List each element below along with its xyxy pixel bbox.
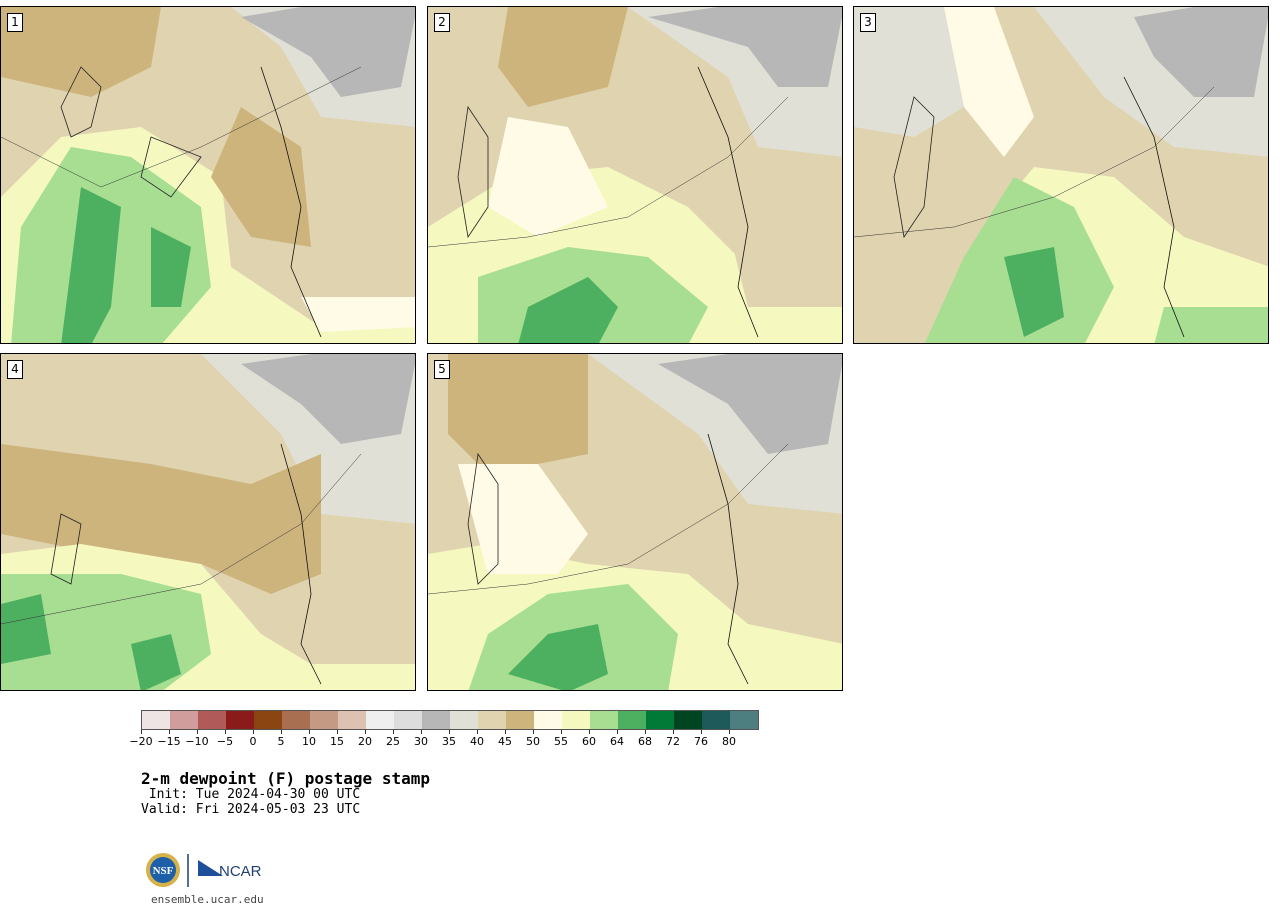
colorbar-tick: [253, 730, 254, 734]
dewpoint-colorbar: [141, 710, 759, 730]
colorbar-tick-label: 64: [610, 735, 624, 748]
colorbar-tick: [197, 730, 198, 734]
map-panel-4: 4: [0, 353, 416, 691]
colorbar-tick-label: 76: [694, 735, 708, 748]
dewpoint-map-4: [1, 354, 415, 690]
colorbar-tick-label: 35: [442, 735, 456, 748]
colorbar-swatch: [170, 711, 198, 729]
colorbar-tick: [729, 730, 730, 734]
colorbar-swatch: [478, 711, 506, 729]
colorbar-swatch: [730, 711, 758, 729]
colorbar-tick-label: 80: [722, 735, 736, 748]
ncar-logo-text: NCAR: [219, 863, 262, 880]
map-panel-5: 5: [427, 353, 843, 691]
panel-number: 1: [7, 13, 23, 32]
dewpoint-map-2: [428, 7, 842, 343]
colorbar-tick: [533, 730, 534, 734]
colorbar-swatch: [142, 711, 170, 729]
panel-number: 2: [434, 13, 450, 32]
dewpoint-map-3: [854, 7, 1268, 343]
colorbar-tick: [169, 730, 170, 734]
colorbar-tick: [393, 730, 394, 734]
plot-title: 2-m dewpoint (F) postage stamp: [141, 769, 430, 788]
colorbar-tick-label: −10: [185, 735, 209, 748]
colorbar-tick: [477, 730, 478, 734]
colorbar-tick: [449, 730, 450, 734]
colorbar-tick-label: 25: [386, 735, 400, 748]
colorbar-swatch: [674, 711, 702, 729]
colorbar-swatch: [310, 711, 338, 729]
colorbar-tick-label: −5: [216, 735, 234, 748]
colorbar-tick: [421, 730, 422, 734]
colorbar-swatch: [618, 711, 646, 729]
panel-number: 3: [860, 13, 876, 32]
colorbar-tick: [337, 730, 338, 734]
colorbar-swatch: [702, 711, 730, 729]
colorbar-labels: −20 −15 −10 −5 0 5 10 15 20 25 30 35 40 45 50 55 60 64 68 7…: [129, 735, 781, 749]
init-time: Init: Tue 2024-04-30 00 UTC: [141, 787, 361, 802]
colorbar-swatch: [198, 711, 226, 729]
colorbar-swatch: [366, 711, 394, 729]
colorbar-tick: [309, 730, 310, 734]
colorbar-tick-label: 5: [277, 735, 285, 748]
valid-time: Valid: Fri 2024-05-03 23 UTC: [141, 802, 361, 817]
colorbar-swatch: [534, 711, 562, 729]
map-panel-3: 3: [853, 6, 1269, 344]
colorbar-tick: [505, 730, 506, 734]
dewpoint-map-1: [1, 7, 415, 343]
colorbar-tick-label: 50: [526, 735, 540, 748]
colorbar-tick-label: 68: [638, 735, 652, 748]
nsf-ncar-logo: NSF NCAR: [145, 852, 275, 890]
colorbar-tick: [701, 730, 702, 734]
colorbar-tick: [365, 730, 366, 734]
colorbar-swatch: [450, 711, 478, 729]
colorbar-tick-label: 55: [554, 735, 568, 748]
colorbar-tick-label: 30: [414, 735, 428, 748]
colorbar-tick-label: −15: [157, 735, 181, 748]
colorbar-swatch: [590, 711, 618, 729]
colorbar-tick: [281, 730, 282, 734]
colorbar-tick-label: 15: [330, 735, 344, 748]
colorbar-swatch: [254, 711, 282, 729]
colorbar-tick-label: 20: [358, 735, 372, 748]
colorbar-tick: [141, 730, 142, 734]
dewpoint-map-5: [428, 354, 842, 690]
colorbar-tick-label: 72: [666, 735, 680, 748]
colorbar-tick-label: 0: [249, 735, 257, 748]
colorbar-swatch: [226, 711, 254, 729]
map-panel-1: 1: [0, 6, 416, 344]
panel-number: 5: [434, 360, 450, 379]
colorbar-tick-label: 10: [302, 735, 316, 748]
colorbar-swatch: [338, 711, 366, 729]
colorbar-swatch: [394, 711, 422, 729]
colorbar-tick: [589, 730, 590, 734]
colorbar-swatch: [422, 711, 450, 729]
colorbar-tick-label: 40: [470, 735, 484, 748]
nsf-logo-text: NSF: [153, 865, 174, 877]
colorbar-swatch: [562, 711, 590, 729]
colorbar-tick-label: 60: [582, 735, 596, 748]
map-panel-2: 2: [427, 6, 843, 344]
website-url: ensemble.ucar.edu: [151, 893, 264, 906]
colorbar-tick-label: −20: [129, 735, 153, 748]
colorbar-tick: [561, 730, 562, 734]
colorbar-swatch: [506, 711, 534, 729]
colorbar-tick: [225, 730, 226, 734]
colorbar-tick: [673, 730, 674, 734]
panel-number: 4: [7, 360, 23, 379]
colorbar-tick: [645, 730, 646, 734]
colorbar-swatch: [646, 711, 674, 729]
colorbar-tick-label: 45: [498, 735, 512, 748]
colorbar-tick: [617, 730, 618, 734]
colorbar-swatch: [282, 711, 310, 729]
